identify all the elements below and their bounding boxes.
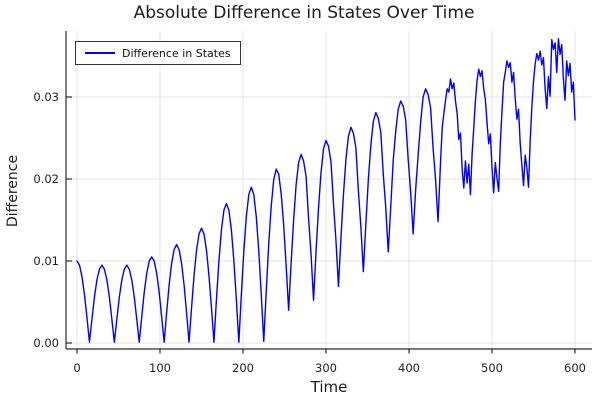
legend-line-swatch xyxy=(85,52,115,54)
axis-spines xyxy=(65,31,592,350)
legend-label: Difference in States xyxy=(122,46,231,60)
y-axis-label: Difference xyxy=(5,154,21,228)
svg-text:0: 0 xyxy=(73,361,80,375)
svg-text:0.02: 0.02 xyxy=(33,172,59,186)
difference-line xyxy=(76,38,576,343)
svg-text:200: 200 xyxy=(232,361,254,375)
x-axis-label: Time xyxy=(310,378,348,396)
svg-text:500: 500 xyxy=(481,361,503,375)
chart-title: Absolute Difference in States Over Time xyxy=(133,3,475,23)
svg-text:400: 400 xyxy=(398,361,420,375)
legend: Difference in States xyxy=(75,41,241,65)
svg-text:300: 300 xyxy=(315,361,337,375)
tick-marks xyxy=(66,96,576,354)
svg-text:100: 100 xyxy=(149,361,171,375)
svg-text:0.03: 0.03 xyxy=(33,90,59,104)
x-tick-labels: 0 100 200 300 400 500 600 xyxy=(73,361,586,375)
svg-text:0.00: 0.00 xyxy=(33,336,59,350)
y-tick-labels: 0.00 0.01 0.02 0.03 xyxy=(33,90,59,350)
svg-text:600: 600 xyxy=(564,361,586,375)
svg-text:0.01: 0.01 xyxy=(33,254,59,268)
